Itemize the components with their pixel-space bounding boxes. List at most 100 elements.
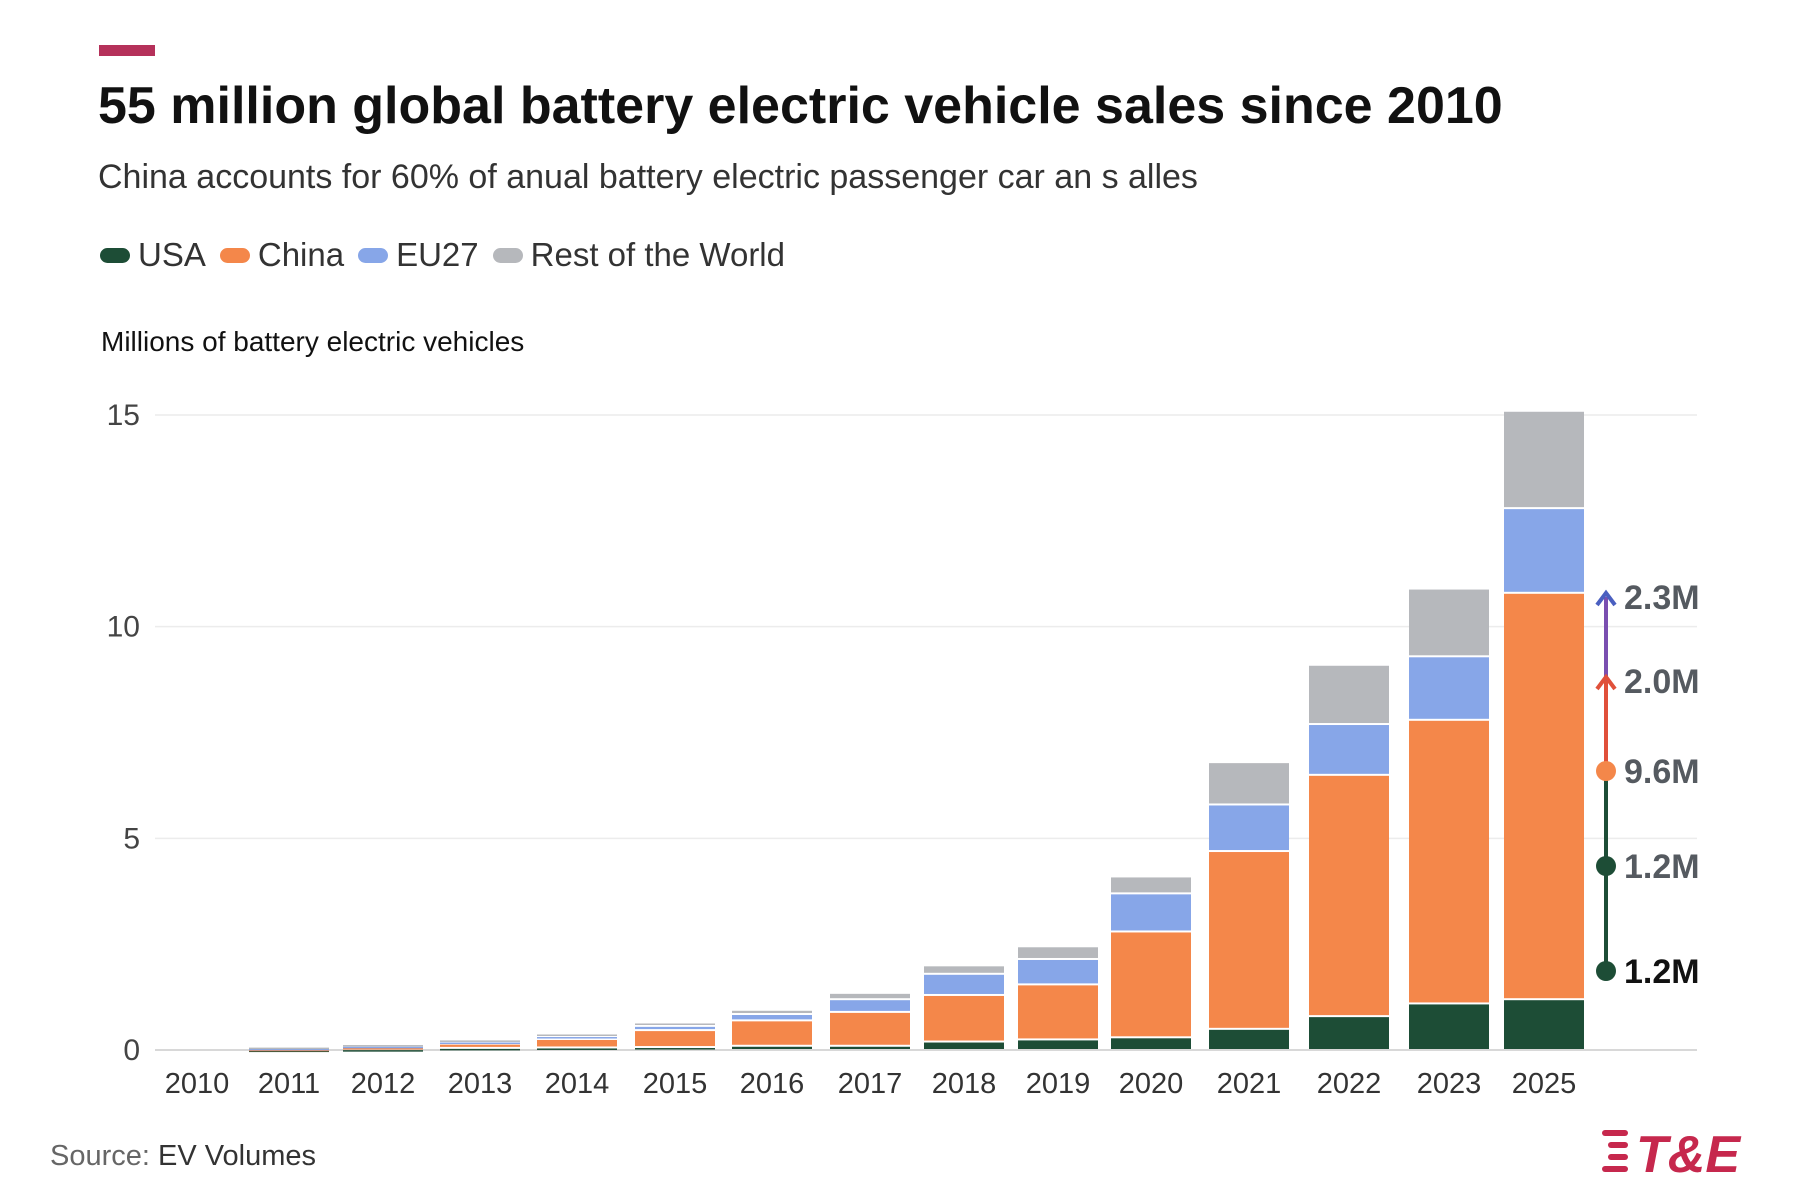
bar-eu27-2014 [537, 1037, 617, 1039]
bar-rest-of-the-world-2014 [537, 1034, 617, 1036]
x-tick-label: 2025 [1512, 1068, 1577, 1100]
bar-eu27-2013 [440, 1042, 520, 1045]
logo-text: T&E [1636, 1126, 1741, 1180]
x-tick-label: 2020 [1119, 1068, 1184, 1100]
bar-usa-2013 [440, 1048, 520, 1051]
bar-china-2018 [924, 995, 1004, 1041]
bar-eu27-2018 [924, 974, 1004, 994]
annotation-label: 1.2M [1624, 848, 1700, 886]
bar-rest-of-the-world-2022 [1309, 665, 1389, 724]
legend: USA China EU27 Rest of the World [100, 236, 785, 274]
source-note: Source: EV Volumes [50, 1140, 316, 1173]
bar-china-2023 [1409, 720, 1489, 1003]
bar-china-2019 [1018, 985, 1098, 1039]
x-tick-label: 2014 [545, 1068, 610, 1100]
legend-swatch [358, 247, 389, 263]
x-tick-label: 2010 [165, 1068, 230, 1100]
bar-eu27-2015 [635, 1026, 715, 1030]
bar-rest-of-the-world-2017 [830, 993, 910, 999]
bar-rest-of-the-world-2011 [249, 1047, 329, 1050]
x-tick-label: 2013 [448, 1068, 513, 1100]
x-tick-label: 2015 [643, 1068, 708, 1100]
legend-item-china: China [219, 236, 345, 274]
logo-graphic: T&E [1602, 1126, 1741, 1184]
bar-eu27-2021 [1209, 805, 1289, 851]
legend-label: China [257, 236, 345, 273]
bar-eu27-2017 [830, 1000, 910, 1011]
bar-china-2011 [249, 1049, 329, 1052]
y-axis-label: Millions of battery electric vehicles [101, 326, 525, 357]
bar-eu27-2023 [1409, 657, 1489, 719]
x-tick-label: 2019 [1026, 1068, 1091, 1100]
bar-usa-2018 [924, 1042, 1004, 1049]
bar-rest-of-the-world-2015 [635, 1023, 715, 1025]
annotation-dot [1596, 961, 1616, 981]
annotation-label: 9.6M [1624, 753, 1700, 791]
accent-bar [99, 45, 155, 56]
bar-usa-2023 [1409, 1004, 1489, 1049]
annotation-dot [1596, 761, 1616, 781]
bar-eu27-2011 [249, 1048, 329, 1051]
annotation-label: 2.3M [1624, 579, 1700, 617]
bar-rest-of-the-world-2025 [1504, 411, 1584, 508]
y-tick-label: 0 [123, 1034, 140, 1067]
annotation-label: 1.2M [1624, 953, 1700, 991]
bar-usa-2020 [1111, 1038, 1191, 1049]
te-logo: T&E [1600, 1120, 1770, 1185]
bar-usa-2021 [1209, 1029, 1289, 1049]
bar-china-2025 [1504, 593, 1584, 999]
x-tick-label: 2011 [258, 1068, 320, 1100]
annotation-label: 2.0M [1624, 663, 1700, 701]
bar-eu27-2020 [1111, 894, 1191, 931]
legend-label: Rest of the World [530, 236, 785, 273]
legend-label: EU27 [396, 236, 479, 273]
bar-china-2014 [537, 1039, 617, 1047]
x-tick-label: 2012 [351, 1068, 416, 1100]
arrow-up-icon [1595, 589, 1617, 607]
bar-usa-2011 [249, 1050, 329, 1053]
bar-usa-2014 [537, 1048, 617, 1050]
annotation-dot [1596, 856, 1616, 876]
x-tick-label: 2021 [1217, 1068, 1282, 1100]
bar-china-2017 [830, 1012, 910, 1045]
x-tick-label: 2023 [1417, 1068, 1482, 1100]
bar-rest-of-the-world-2016 [732, 1010, 812, 1014]
bar-rest-of-the-world-2018 [924, 966, 1004, 973]
chart-title: 55 million global battery electric vehic… [98, 77, 1503, 135]
x-tick-label: 2018 [932, 1068, 997, 1100]
chart-subtitle: China accounts for 60% of anual battery … [98, 158, 1198, 196]
legend-label: USA [138, 236, 206, 273]
bar-rest-of-the-world-2020 [1111, 877, 1191, 893]
source-value: EV Volumes [158, 1140, 316, 1172]
bar-rest-of-the-world-2013 [440, 1040, 520, 1042]
bar-eu27-2025 [1504, 509, 1584, 592]
bar-usa-2016 [732, 1046, 812, 1049]
legend-swatch [100, 247, 130, 263]
bar-rest-of-the-world-2012 [343, 1045, 423, 1047]
bar-china-2022 [1309, 775, 1389, 1016]
bar-china-2020 [1111, 932, 1191, 1037]
x-tick-label: 2016 [740, 1068, 805, 1100]
x-tick-label: 2022 [1317, 1068, 1382, 1100]
bar-eu27-2012 [343, 1046, 423, 1049]
bar-usa-2012 [343, 1050, 423, 1052]
arrow-up-icon [1595, 673, 1617, 691]
legend-swatch [492, 247, 523, 263]
bar-eu27-2016 [732, 1015, 812, 1020]
legend-item-rest-of-world: Rest of the World [492, 236, 785, 274]
bar-china-2012 [343, 1048, 423, 1050]
bar-usa-2022 [1309, 1017, 1389, 1049]
legend-item-usa: USA [100, 236, 206, 274]
legend-item-eu27: EU27 [358, 236, 479, 274]
x-tick-label: 2017 [838, 1068, 903, 1100]
bar-china-2016 [732, 1021, 812, 1045]
y-tick-label: 15 [107, 399, 140, 432]
bar-usa-2019 [1018, 1040, 1098, 1049]
bar-usa-2025 [1504, 1000, 1584, 1049]
bar-usa-2017 [830, 1046, 910, 1049]
y-tick-label: 5 [123, 822, 140, 855]
bar-eu27-2022 [1309, 725, 1389, 774]
bar-eu27-2019 [1018, 959, 1098, 984]
bar-rest-of-the-world-2021 [1209, 763, 1289, 804]
